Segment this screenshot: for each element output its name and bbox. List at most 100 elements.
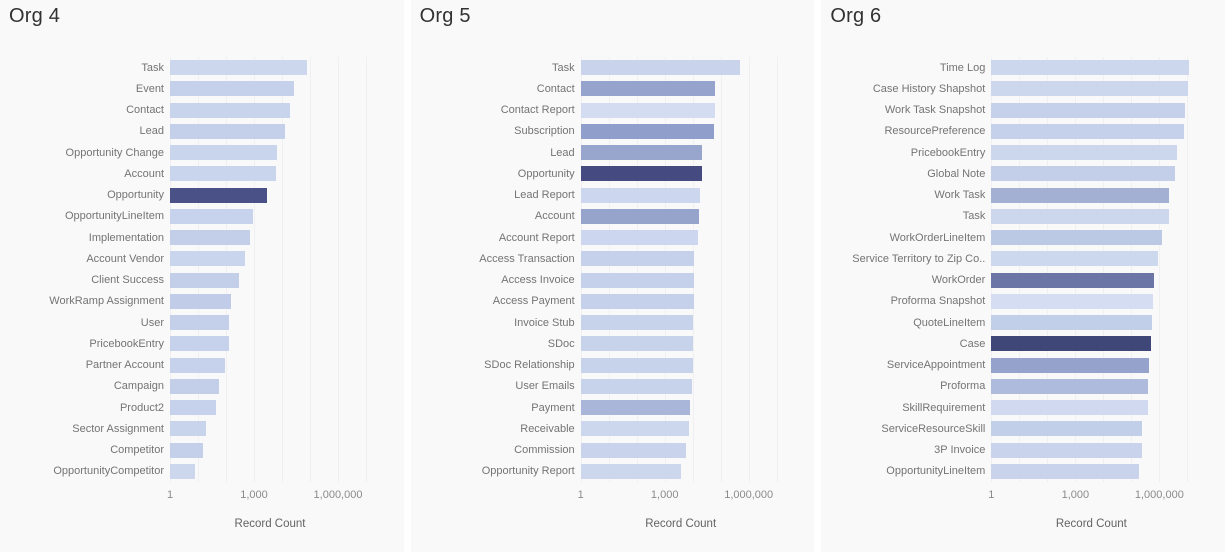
bar[interactable] bbox=[580, 123, 715, 139]
bar[interactable] bbox=[991, 187, 1170, 203]
category-label[interactable]: Invoice Stub bbox=[514, 316, 575, 329]
bar[interactable] bbox=[580, 442, 687, 458]
category-label[interactable]: Time Log bbox=[939, 61, 986, 74]
category-label[interactable]: Event bbox=[135, 82, 164, 95]
bar[interactable] bbox=[991, 81, 1189, 97]
category-label[interactable]: Task bbox=[552, 61, 575, 74]
category-label[interactable]: Lead bbox=[139, 125, 164, 138]
bar[interactable] bbox=[170, 421, 206, 437]
category-label[interactable]: Partner Account bbox=[85, 359, 164, 372]
category-label[interactable]: Work Task Snapshot bbox=[884, 104, 986, 117]
category-label[interactable]: Contact bbox=[126, 104, 164, 117]
category-label[interactable]: SDoc Relationship bbox=[484, 359, 575, 372]
category-label[interactable]: QuoteLineItem bbox=[913, 316, 986, 329]
category-label[interactable]: WorkOrder bbox=[931, 274, 986, 287]
bar[interactable] bbox=[991, 272, 1155, 288]
bar[interactable] bbox=[991, 60, 1189, 76]
bar[interactable] bbox=[991, 145, 1178, 161]
bar[interactable] bbox=[170, 60, 308, 76]
bar[interactable] bbox=[170, 187, 268, 203]
bar[interactable] bbox=[170, 251, 245, 267]
category-label[interactable]: Campaign bbox=[113, 380, 164, 393]
bar[interactable] bbox=[991, 400, 1148, 416]
bar[interactable] bbox=[580, 60, 741, 76]
bar[interactable] bbox=[991, 251, 1159, 267]
bar[interactable] bbox=[580, 315, 693, 331]
bar[interactable] bbox=[991, 378, 1148, 394]
bar[interactable] bbox=[170, 81, 294, 97]
bar[interactable] bbox=[580, 187, 700, 203]
category-label[interactable]: Commission bbox=[514, 444, 575, 457]
bar[interactable] bbox=[170, 442, 203, 458]
category-label[interactable]: Task bbox=[141, 61, 164, 74]
bar[interactable] bbox=[170, 166, 276, 182]
category-label[interactable]: SkillRequirement bbox=[902, 401, 986, 414]
bar[interactable] bbox=[170, 272, 240, 288]
bar[interactable] bbox=[170, 463, 196, 479]
category-label[interactable]: Contact bbox=[536, 82, 575, 95]
category-label[interactable]: Receivable bbox=[520, 422, 575, 435]
category-label[interactable]: WorkRamp Assignment bbox=[49, 295, 164, 308]
category-label[interactable]: Sector Assignment bbox=[72, 422, 164, 435]
bar[interactable] bbox=[991, 357, 1150, 373]
bar[interactable] bbox=[991, 315, 1152, 331]
category-label[interactable]: Task bbox=[962, 210, 986, 223]
category-label[interactable]: ResourcePreference bbox=[884, 125, 986, 138]
category-label[interactable]: Competitor bbox=[110, 444, 164, 457]
category-label[interactable]: OpportunityCompetitor bbox=[53, 465, 164, 478]
category-label[interactable]: Opportunity Report bbox=[481, 465, 575, 478]
category-label[interactable]: Work Task bbox=[934, 189, 986, 202]
bar[interactable] bbox=[170, 315, 230, 331]
bar[interactable] bbox=[580, 145, 703, 161]
category-label[interactable]: Account bbox=[124, 167, 164, 180]
category-label[interactable]: Account Vendor bbox=[86, 252, 164, 265]
bar[interactable] bbox=[170, 208, 254, 224]
bar[interactable] bbox=[991, 336, 1151, 352]
category-label[interactable]: Client Success bbox=[91, 274, 164, 287]
bar[interactable] bbox=[580, 463, 682, 479]
bar[interactable] bbox=[580, 378, 692, 394]
bar[interactable] bbox=[170, 230, 250, 246]
category-label[interactable]: WorkOrderLineItem bbox=[889, 231, 986, 244]
category-label[interactable]: Service Territory to Zip Co.. bbox=[852, 252, 986, 265]
category-label[interactable]: User bbox=[140, 316, 164, 329]
bar[interactable] bbox=[991, 230, 1162, 246]
category-label[interactable]: Case bbox=[959, 337, 986, 350]
bar[interactable] bbox=[170, 123, 285, 139]
bar[interactable] bbox=[991, 123, 1185, 139]
bar[interactable] bbox=[170, 336, 229, 352]
category-label[interactable]: Lead bbox=[550, 146, 575, 159]
category-label[interactable]: Proforma bbox=[940, 380, 986, 393]
bar[interactable] bbox=[170, 145, 277, 161]
category-label[interactable]: Account Report bbox=[498, 231, 575, 244]
category-label[interactable]: PricebookEntry bbox=[910, 146, 986, 159]
bar[interactable] bbox=[580, 357, 693, 373]
bar[interactable] bbox=[170, 400, 216, 416]
bar[interactable] bbox=[170, 102, 290, 118]
category-label[interactable]: Opportunity Change bbox=[65, 146, 164, 159]
bar[interactable] bbox=[580, 336, 693, 352]
category-label[interactable]: Lead Report bbox=[514, 189, 575, 202]
category-label[interactable]: SDoc bbox=[547, 337, 575, 350]
bar[interactable] bbox=[991, 442, 1143, 458]
category-label[interactable]: Contact Report bbox=[500, 104, 575, 117]
category-label[interactable]: Access Invoice bbox=[501, 274, 575, 287]
category-label[interactable]: Payment bbox=[531, 401, 575, 414]
category-label[interactable]: Opportunity bbox=[107, 189, 164, 202]
bar[interactable] bbox=[580, 208, 699, 224]
category-label[interactable]: OpportunityLineItem bbox=[64, 210, 164, 223]
bar[interactable] bbox=[991, 208, 1169, 224]
bar[interactable] bbox=[580, 166, 703, 182]
bar[interactable] bbox=[580, 272, 695, 288]
category-label[interactable]: Subscription bbox=[514, 125, 575, 138]
category-label[interactable]: Access Transaction bbox=[479, 252, 575, 265]
bar[interactable] bbox=[580, 230, 699, 246]
bar[interactable] bbox=[170, 293, 231, 309]
category-label[interactable]: Case History Shapshot bbox=[872, 82, 986, 95]
bar[interactable] bbox=[170, 378, 219, 394]
bar[interactable] bbox=[580, 400, 690, 416]
category-label[interactable]: Global Note bbox=[927, 167, 986, 180]
bar[interactable] bbox=[991, 102, 1185, 118]
category-label[interactable]: PricebookEntry bbox=[89, 337, 164, 350]
category-label[interactable]: Opportunity bbox=[517, 167, 575, 180]
